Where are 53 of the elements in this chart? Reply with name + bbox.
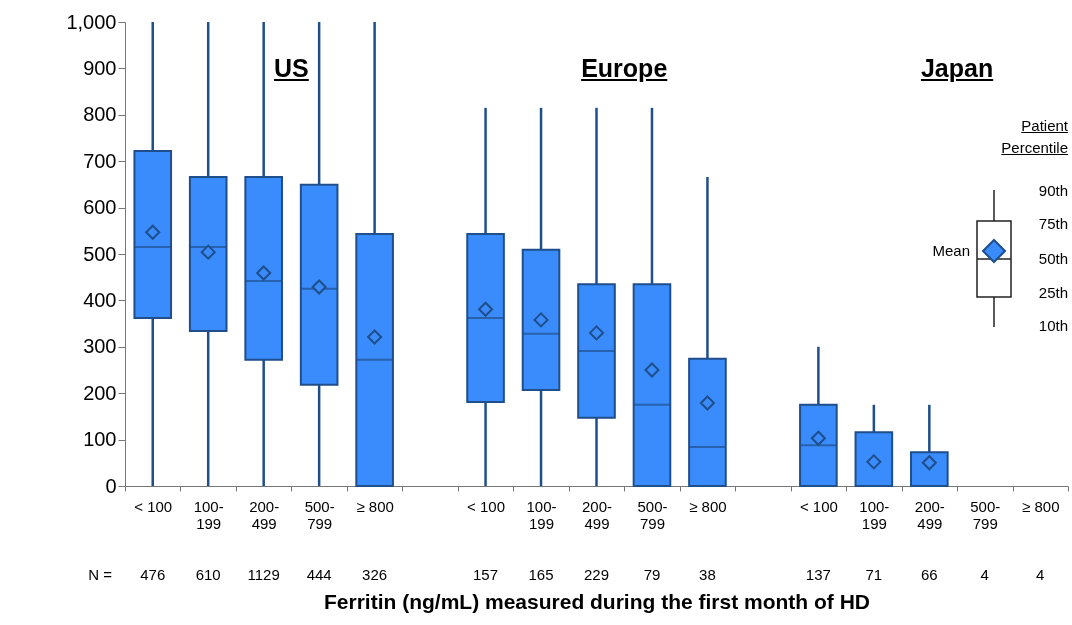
x-tick-label: < 100 — [134, 497, 173, 515]
annotation: 25th — [1038, 284, 1068, 301]
annotation: Mean — [932, 242, 970, 259]
text: 157 — [473, 566, 499, 583]
annotation: 10th — [1038, 317, 1068, 334]
text: 79 — [643, 566, 661, 583]
text: 476 — [140, 566, 166, 583]
text: 38 — [699, 566, 716, 583]
y-tick-label: 300 — [83, 335, 117, 358]
x-tick-label: 500-799 — [970, 497, 1001, 532]
y-tick-label: 0 — [105, 474, 117, 497]
text: 165 — [528, 566, 554, 583]
text: 137 — [805, 566, 831, 583]
x-tick-label: 200-499 — [249, 497, 280, 532]
x-tick-label: < 100 — [467, 497, 506, 515]
y-tick-label: 800 — [83, 103, 117, 126]
y-tick-label: 900 — [83, 56, 117, 79]
y-tick-label: 600 — [83, 196, 117, 219]
text: 71 — [865, 566, 883, 583]
x-tick-label: < 100 — [799, 497, 838, 515]
x-tick-label: 100-199 — [526, 497, 557, 532]
text: 610 — [195, 566, 221, 583]
x-axis-title: Ferritin (ng/mL) measured during the first month of HD — [324, 589, 870, 613]
y-tick-label: 400 — [83, 288, 117, 311]
text: 229 — [583, 566, 610, 583]
x-tick-label: ≥ 800 — [356, 497, 394, 515]
x-tick-label: 500-799 — [304, 497, 335, 532]
annotation: 90th — [1038, 182, 1068, 199]
x-tick-label: 100-199 — [193, 497, 224, 532]
x-tick-label: ≥ 800 — [689, 497, 727, 515]
x-tick-label: 200-499 — [581, 497, 613, 532]
text: 66 — [920, 566, 938, 583]
x-tick-label: 200-499 — [914, 497, 945, 532]
text: 1129 — [247, 566, 280, 583]
x-tick-label: 500-799 — [637, 497, 668, 532]
annotation: Japan — [920, 54, 994, 83]
annotation: 75th — [1038, 215, 1068, 232]
y-tick-label: 100 — [83, 428, 117, 451]
annotation: Europe — [581, 54, 668, 83]
y-tick-label: 700 — [83, 149, 117, 172]
y-tick-label: 500 — [83, 242, 117, 265]
legend-title: Patient Percentile — [1000, 116, 1068, 158]
text: 326 — [362, 566, 388, 583]
y-tick-label: 1,000 — [66, 10, 117, 33]
text: 4 — [1036, 566, 1045, 583]
text: 4 — [980, 566, 989, 583]
x-tick-label: ≥ 800 — [1022, 497, 1060, 515]
x-tick-label: 100-199 — [859, 497, 890, 532]
annotation: 50th — [1038, 250, 1068, 267]
text: N = — [88, 566, 112, 583]
text: 444 — [306, 566, 332, 583]
y-tick-label: 200 — [83, 381, 117, 404]
annotation: US — [274, 54, 309, 83]
